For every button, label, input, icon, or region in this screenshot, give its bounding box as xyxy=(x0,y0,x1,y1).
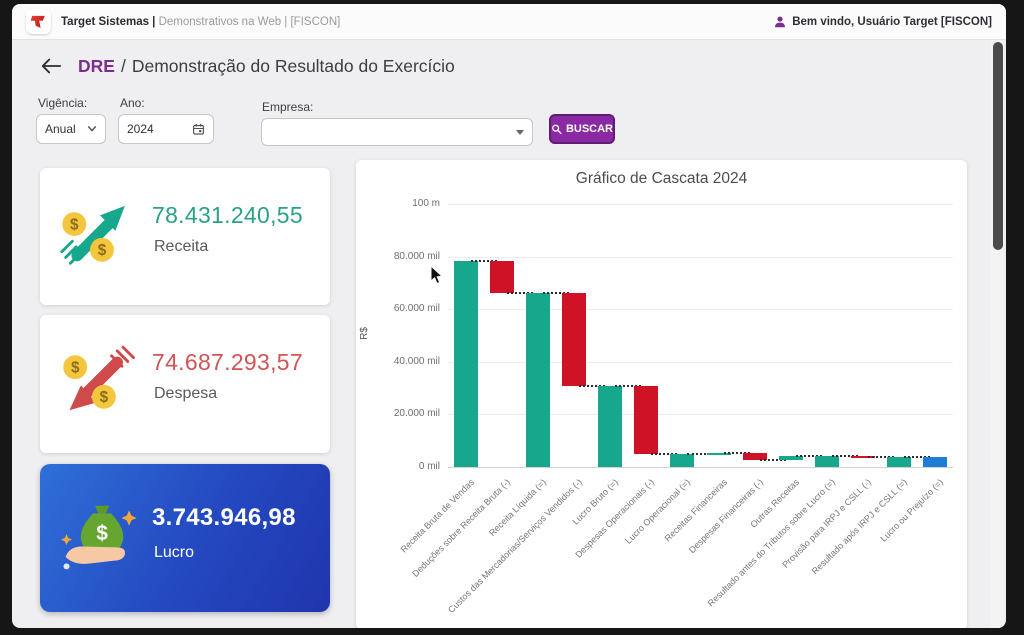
hand-money-bag-icon: $ xyxy=(58,492,148,587)
scrollbar-thumb[interactable] xyxy=(993,42,1003,250)
waterfall-bar[interactable] xyxy=(742,453,767,461)
lucro-value: 3.743.946,98 xyxy=(152,504,296,531)
waterfall-bar[interactable] xyxy=(922,457,947,467)
gridline xyxy=(448,204,953,205)
waterfall-bar[interactable] xyxy=(814,455,839,467)
y-tick-label: 100 m xyxy=(412,198,440,209)
y-tick-label: 20.000 mil xyxy=(393,408,440,420)
vigencia-value: Anual xyxy=(45,122,76,136)
svg-text:$: $ xyxy=(98,242,107,259)
page-title-rest: Demonstração do Resultado do Exercício xyxy=(131,55,455,76)
y-axis-title: R$ xyxy=(358,327,370,340)
page-title-primary: DRE xyxy=(78,55,115,76)
page-title: DRE / Demonstração do Resultado do Exercíc… xyxy=(78,56,455,77)
gridline xyxy=(448,467,953,468)
waterfall-bar[interactable] xyxy=(886,457,911,467)
waterfall-connector xyxy=(795,454,822,457)
waterfall-bar[interactable] xyxy=(670,454,695,467)
welcome-text[interactable]: Bem vindo, Usuário Target [FISCON] xyxy=(792,15,992,28)
brand-name: Target Sistemas | xyxy=(61,15,156,28)
back-button[interactable] xyxy=(38,54,64,78)
waterfall-bar[interactable] xyxy=(598,385,623,467)
empresa-select[interactable] xyxy=(261,118,533,146)
svg-text:$: $ xyxy=(96,522,108,545)
waterfall-connector xyxy=(687,453,714,456)
waterfall-chart-card: Gráfico de Cascata 2024 R$ 100 m 80.000 m… xyxy=(356,160,967,628)
waterfall-bar[interactable] xyxy=(490,260,515,293)
despesa-card: $ $ 74.687.293,57 Despesa xyxy=(40,315,330,453)
waterfall-connector xyxy=(831,454,858,457)
waterfall-bar[interactable] xyxy=(634,385,659,455)
waterfall-connector xyxy=(615,384,642,387)
user-icon xyxy=(775,16,786,27)
gridline xyxy=(448,361,953,363)
svg-text:$: $ xyxy=(70,216,79,233)
chart-title: Gráfico de Cascata 2024 xyxy=(575,170,748,187)
search-icon xyxy=(552,124,562,135)
arrow-down-coins-icon: $ $ xyxy=(58,339,144,430)
gridline xyxy=(448,309,953,311)
vigencia-label: Vigência: xyxy=(38,96,88,110)
waterfall-connector xyxy=(651,453,678,456)
target-logo[interactable] xyxy=(26,9,51,34)
buscar-button[interactable]: BUSCAR xyxy=(549,114,615,144)
waterfall-bar[interactable] xyxy=(454,260,479,467)
waterfall-connector xyxy=(867,456,894,459)
y-tick-label: 0 mil xyxy=(418,461,440,472)
waterfall-connector xyxy=(723,452,750,455)
waterfall-bar[interactable] xyxy=(706,453,731,456)
y-tick-label: 80.000 mil xyxy=(393,250,440,262)
arrow-up-coins-icon: $ $ xyxy=(58,192,144,283)
ano-value: 2024 xyxy=(127,122,154,136)
svg-text:$: $ xyxy=(71,359,80,376)
despesa-value: 74.687.293,57 xyxy=(152,349,303,375)
svg-text:$: $ xyxy=(100,389,109,406)
page-title-separator: / xyxy=(120,55,126,76)
waterfall-connector xyxy=(579,384,606,387)
waterfall-connector xyxy=(507,291,534,294)
y-tick-label: 60.000 mil xyxy=(393,303,440,315)
lucro-card: $ 3.743.946,98 Lucro xyxy=(40,464,330,612)
brand-sub: Demonstrativos na Web | [FISCON] xyxy=(155,15,341,28)
vigencia-select[interactable]: Anual xyxy=(36,114,106,144)
waterfall-connector xyxy=(471,259,498,262)
ano-label: Ano: xyxy=(120,96,145,110)
waterfall-connector xyxy=(759,459,786,462)
buscar-label: BUSCAR xyxy=(565,123,613,135)
chevron-down-icon xyxy=(87,126,97,132)
receita-card: $ $ 78.431.240,55 Receita xyxy=(40,168,330,305)
caret-down-icon xyxy=(516,129,524,135)
app-window: Target Sistemas | Demonstrativos na Web … xyxy=(12,4,1006,628)
empresa-label: Empresa: xyxy=(262,100,314,114)
receita-value: 78.431.240,55 xyxy=(152,202,303,228)
gridline xyxy=(448,256,953,258)
waterfall-connector xyxy=(543,291,570,294)
waterfall-bar[interactable] xyxy=(778,455,803,461)
mouse-cursor xyxy=(430,266,444,285)
waterfall-bar[interactable] xyxy=(526,292,551,467)
waterfall-bar[interactable] xyxy=(850,455,875,458)
y-tick-label: 40.000 mil xyxy=(393,355,440,367)
despesa-label: Despesa xyxy=(154,385,218,402)
target-logo-icon xyxy=(30,15,45,28)
back-arrow-icon xyxy=(41,58,62,74)
calendar-icon[interactable] xyxy=(192,123,205,136)
ano-input[interactable]: 2024 xyxy=(118,114,214,144)
waterfall-connector xyxy=(903,456,930,459)
top-bar: Target Sistemas | Demonstrativos na Web … xyxy=(12,4,1006,40)
gridline xyxy=(448,414,953,416)
receita-label: Receita xyxy=(154,238,209,255)
chart-plot xyxy=(448,204,953,468)
lucro-label: Lucro xyxy=(154,544,195,561)
waterfall-bar[interactable] xyxy=(562,292,587,386)
app-breadcrumb: Target Sistemas | Demonstrativos na Web … xyxy=(61,16,340,28)
